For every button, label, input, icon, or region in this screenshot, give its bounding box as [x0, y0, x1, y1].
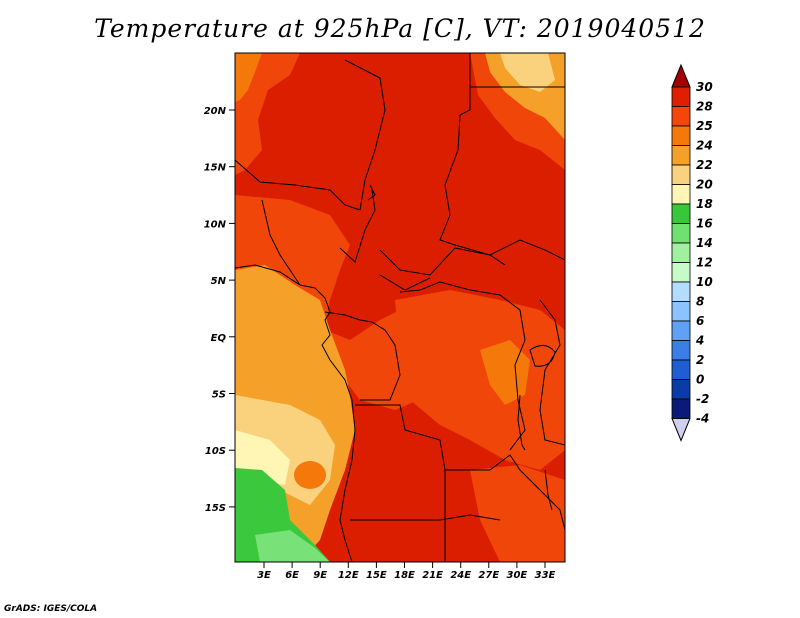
border-drc-north: [399, 281, 521, 311]
lake-malawi: [544, 469, 553, 511]
lake-victoria: [529, 345, 556, 367]
colorbar-segment: [671, 242, 691, 263]
lat-label: 5S: [212, 390, 226, 401]
colorbar-segment: [671, 86, 691, 107]
lake-chad: [367, 184, 376, 201]
colorbar-segment: [671, 281, 691, 302]
credit-text: GrADS: IGES/COLA: [4, 604, 98, 614]
colorbar-segment: [671, 262, 691, 283]
border-drc-east: [509, 309, 526, 451]
lon-label: 9E: [313, 570, 327, 581]
colorbar-label: 14: [696, 236, 713, 250]
colorbar-label: 10: [696, 275, 713, 289]
field-warm-west-belt: [235, 195, 430, 410]
colorbar-label: 12: [696, 256, 713, 270]
border-sudan-south: [454, 239, 566, 261]
colorbar-segment: [671, 145, 691, 166]
lon-label: 12E: [338, 570, 359, 581]
colorbar-segment: [671, 340, 691, 361]
longitude-axis: 3E 6E 9E 12E 15E 18E 21E 24E 27E 30E 33E: [257, 562, 556, 581]
colorbar-segment: [671, 125, 691, 146]
temperature-field: [235, 53, 565, 562]
colorbar-label: 30: [696, 80, 713, 94]
lat-label: 15N: [204, 163, 227, 174]
colorbar-label: 4: [695, 334, 704, 348]
lon-label: 6E: [285, 570, 299, 581]
border-chad-sudan: [439, 114, 461, 246]
colorbar-label: -2: [696, 392, 709, 406]
field-mid-northwest: [235, 53, 262, 102]
map-title: Temperature at 925hPa [C], VT: 201904051…: [94, 14, 706, 43]
border-zambia: [445, 454, 541, 491]
colorbar-segment: [671, 320, 691, 341]
lon-label: 18E: [394, 570, 415, 581]
colorbar-segment: [671, 203, 691, 224]
border-libya-egypt: [459, 53, 471, 116]
colorbar-label: 0: [696, 373, 704, 387]
colorbar-segment: [671, 398, 691, 419]
border-car-south: [379, 274, 431, 291]
lon-label: 33E: [535, 570, 556, 581]
field-lightgreen-southwest: [255, 530, 330, 562]
colorbar-label: 8: [696, 295, 704, 309]
border-namibia: [350, 514, 501, 521]
colorbar-segment: [671, 379, 691, 400]
lon-label: 24E: [450, 570, 471, 581]
field-warm-east-central: [395, 290, 565, 470]
border-congo: [360, 321, 401, 401]
colorbar-label: 2: [696, 353, 704, 367]
lat-label: EQ: [211, 333, 227, 344]
field-warm-northwest: [235, 53, 300, 175]
country-borders: [234, 53, 566, 563]
colorbar-label: 6: [696, 314, 704, 328]
border-uganda-kenya: [539, 299, 561, 371]
colorbar-bottom-arrow: [671, 418, 691, 442]
border-gabon: [324, 311, 373, 323]
lat-label: 10N: [204, 219, 227, 230]
colorbar-segment: [671, 301, 691, 322]
border-niger-chad: [344, 59, 386, 211]
lon-label: 30E: [507, 570, 528, 581]
colorbar-label: 18: [696, 197, 713, 211]
colorbar-label: 28: [696, 100, 713, 114]
colorbar-segment: [671, 359, 691, 380]
border-nigeria: [261, 199, 301, 286]
colorbar-label: 24: [696, 139, 713, 153]
border-car: [379, 247, 506, 276]
lon-label: 21E: [422, 570, 443, 581]
border-mozambique: [539, 489, 566, 531]
colorbar-label: 22: [696, 158, 713, 172]
lake-tanganyika: [517, 394, 526, 451]
lon-label: 3E: [257, 570, 271, 581]
lat-label: 20N: [204, 106, 227, 117]
colorbar-label: 25: [696, 119, 713, 133]
lon-label: 27E: [478, 570, 499, 581]
field-pale-northeast: [500, 53, 555, 92]
colorbar-segment: [671, 106, 691, 127]
lat-label: 10S: [205, 446, 226, 457]
colorbar-segment: [671, 223, 691, 244]
border-angola: [355, 404, 446, 562]
lon-label: 15E: [366, 570, 387, 581]
field-warm-angola-blob: [294, 461, 326, 489]
colorbar-top-arrow: [671, 63, 691, 88]
colorbar-segment: [671, 184, 691, 205]
border-sahel-west: [234, 159, 361, 211]
lat-label: 5N: [211, 276, 227, 287]
border-tanzania: [539, 369, 566, 446]
colorbar-label: 20: [696, 178, 713, 192]
colorbar-label: -4: [696, 412, 709, 426]
field-warm-south: [470, 465, 565, 562]
border-nigeria-cameroon: [339, 189, 376, 263]
latitude-axis: 20N 15N 10N 5N EQ 5S 10S 15S: [204, 106, 235, 514]
lat-label: 15S: [205, 503, 226, 514]
map-frame: [234, 52, 566, 563]
colorbar-segment: [671, 164, 691, 185]
colorbar-label: 16: [696, 217, 713, 231]
